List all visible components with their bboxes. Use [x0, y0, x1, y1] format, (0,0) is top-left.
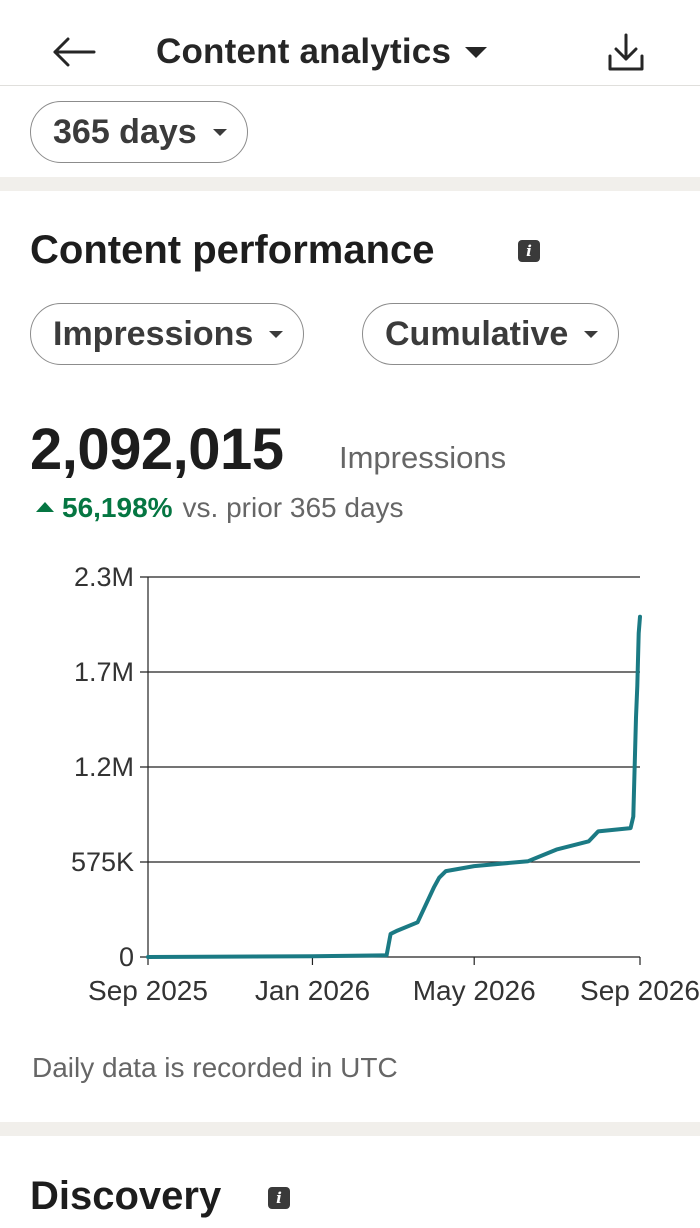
info-icon[interactable]: i [268, 1187, 290, 1209]
discovery-title: Discovery [30, 1174, 222, 1218]
x-tick-label: May 2026 [413, 975, 536, 1006]
caret-down-icon [465, 46, 488, 58]
y-tick-label: 2.3M [74, 562, 134, 592]
mode-filter[interactable]: Cumulative [362, 303, 620, 365]
triangle-up-icon [36, 502, 54, 512]
caret-down-icon [269, 330, 284, 338]
period-filter[interactable]: 365 days [30, 101, 248, 163]
arrow-left-icon [53, 37, 96, 67]
period-filter-label: 365 days [53, 112, 197, 151]
metric-filter-label: Impressions [53, 314, 254, 353]
metric-filter[interactable]: Impressions [30, 303, 305, 365]
section-divider [0, 177, 700, 191]
metric-unit: Impressions [339, 440, 507, 475]
change-indicator: 56,198% vs. prior 365 days [36, 492, 404, 524]
x-tick-label: Jan 2026 [255, 975, 370, 1006]
page-title: Content analytics [156, 32, 452, 71]
total-impressions: 2,092,015 [30, 417, 284, 482]
top-bar: Content analytics [0, 0, 700, 86]
caret-down-icon [584, 330, 599, 338]
caret-down-icon [212, 128, 227, 136]
change-comparison: vs. prior 365 days [182, 492, 404, 523]
content-performance-title: Content performance [30, 228, 435, 272]
y-tick-label: 0 [119, 942, 134, 972]
y-tick-label: 1.7M [74, 657, 134, 687]
download-button[interactable] [600, 26, 652, 78]
impressions-series-line [146, 614, 642, 959]
change-percent: 56,198% [62, 492, 173, 523]
info-icon[interactable]: i [518, 240, 540, 262]
y-tick-label: 575K [71, 847, 134, 877]
download-icon [608, 33, 644, 71]
utc-footnote: Daily data is recorded in UTC [32, 1052, 398, 1083]
x-tick-label: Sep 2026 [580, 975, 700, 1006]
back-button[interactable] [48, 28, 100, 76]
mode-filter-label: Cumulative [385, 314, 569, 353]
x-tick-label: Sep 2025 [88, 975, 208, 1006]
section-divider [0, 1122, 700, 1136]
y-tick-label: 1.2M [74, 752, 134, 782]
impressions-chart: 0 575K 1.2M 1.7M 2.3M Sep 2025 Jan 2026 May 202… [71, 562, 700, 1006]
analytics-type-dropdown[interactable]: Content analytics [156, 28, 488, 76]
